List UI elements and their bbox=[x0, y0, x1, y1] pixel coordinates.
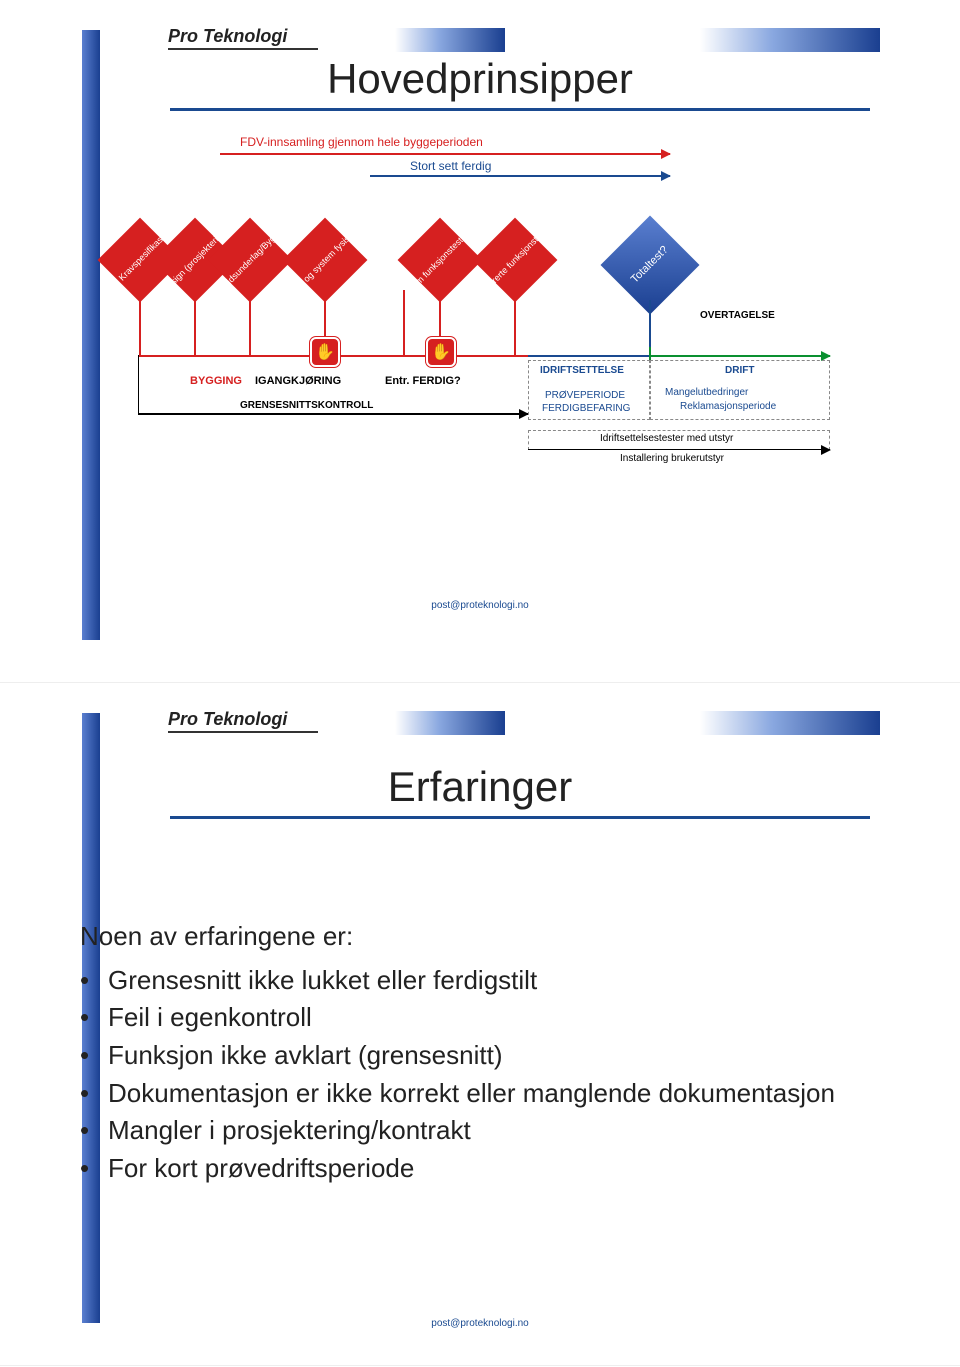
header-gradient-1 bbox=[395, 28, 505, 52]
slide-title: Erfaringer bbox=[0, 763, 960, 811]
phase-grensesnitt: GRENSESNITTSKONTROLL bbox=[240, 400, 373, 411]
bullet-list: Grensesnitt ikke lukket eller ferdigstil… bbox=[80, 962, 880, 1188]
stem-7 bbox=[514, 290, 516, 355]
arrow-label-blue: Stort sett ferdig bbox=[410, 159, 491, 173]
footer-email: post@proteknologi.no bbox=[0, 1318, 960, 1329]
list-item: Feil i egenkontroll bbox=[108, 999, 880, 1037]
arrow-idrift-tester bbox=[528, 449, 830, 450]
stem-2 bbox=[194, 290, 196, 355]
stem-5 bbox=[403, 290, 405, 355]
label-drift: DRIFT bbox=[725, 365, 754, 376]
brand-underline bbox=[168, 731, 318, 733]
list-item: For kort prøvedriftsperiode bbox=[108, 1150, 880, 1188]
slide-2: Pro Teknologi Erfaringer Noen av erfarin… bbox=[0, 683, 960, 1366]
stem-3 bbox=[249, 290, 251, 355]
overtagelse-label: OVERTAGELSE bbox=[700, 310, 775, 321]
label-idriftsettelse: IDRIFTSETTELSE bbox=[540, 365, 624, 376]
list-item: Mangler i prosjektering/kontrakt bbox=[108, 1112, 880, 1150]
slide-content: Noen av erfaringene er: Grensesnitt ikke… bbox=[80, 918, 880, 1188]
brand-underline bbox=[168, 48, 318, 50]
stem-1 bbox=[139, 290, 141, 355]
arrow-red bbox=[220, 153, 670, 155]
timeline-blue bbox=[528, 355, 650, 357]
label-ferdigbefaring: FERDIGBEFARING bbox=[542, 403, 630, 414]
arrow-label-red: FDV-innsamling gjennom hele byggeperiode… bbox=[240, 135, 483, 149]
phase-bygging: BYGGING bbox=[190, 375, 242, 387]
milestone-6-label: Integrerte funksjonstester bbox=[476, 221, 555, 300]
list-item: Grensesnitt ikke lukket eller ferdigstil… bbox=[108, 962, 880, 1000]
slide-title: Hovedprinsipper bbox=[0, 55, 960, 103]
slide-1: Pro Teknologi Hovedprinsipper FDV-innsam… bbox=[0, 0, 960, 683]
brand-logo: Pro Teknologi bbox=[168, 26, 287, 47]
process-diagram: FDV-innsamling gjennom hele byggeperiode… bbox=[110, 135, 850, 575]
arrow-grensesnitt bbox=[138, 413, 528, 415]
stop-sign-1 bbox=[310, 337, 340, 367]
list-item: Dokumentasjon er ikke korrekt eller mang… bbox=[108, 1075, 880, 1113]
arrow-blue bbox=[370, 175, 670, 177]
label-reklamasjon: Reklamasjonsperiode bbox=[680, 401, 776, 412]
content-intro: Noen av erfaringene er: bbox=[80, 918, 880, 956]
phase-igangkjoring: IGANGKJØRING bbox=[255, 375, 341, 387]
label-mangel: Mangelutbedringer bbox=[665, 387, 748, 398]
header-gradient-2 bbox=[700, 28, 880, 52]
left-accent-bar bbox=[82, 30, 100, 640]
footer-email: post@proteknologi.no bbox=[0, 600, 960, 611]
brand-logo: Pro Teknologi bbox=[168, 709, 287, 730]
phase-entr-ferdig: Entr. FERDIG? bbox=[385, 375, 461, 387]
list-item: Funksjon ikke avklart (grensesnitt) bbox=[108, 1037, 880, 1075]
grensesnitt-left-tick bbox=[138, 355, 139, 413]
header-gradient-1 bbox=[395, 711, 505, 735]
title-underline bbox=[170, 108, 870, 111]
label-installering: Installering brukerutstyr bbox=[620, 453, 724, 464]
header-gradient-2 bbox=[700, 711, 880, 735]
timeline-green bbox=[650, 355, 830, 357]
label-idrift-tester: Idriftsettelsestester med utstyr bbox=[600, 433, 733, 444]
label-proveperiode: PRØVEPERIODE bbox=[545, 390, 625, 401]
milestone-totaltest-label: Totaltest? bbox=[629, 244, 671, 286]
stop-sign-2 bbox=[426, 337, 456, 367]
title-underline bbox=[170, 816, 870, 819]
